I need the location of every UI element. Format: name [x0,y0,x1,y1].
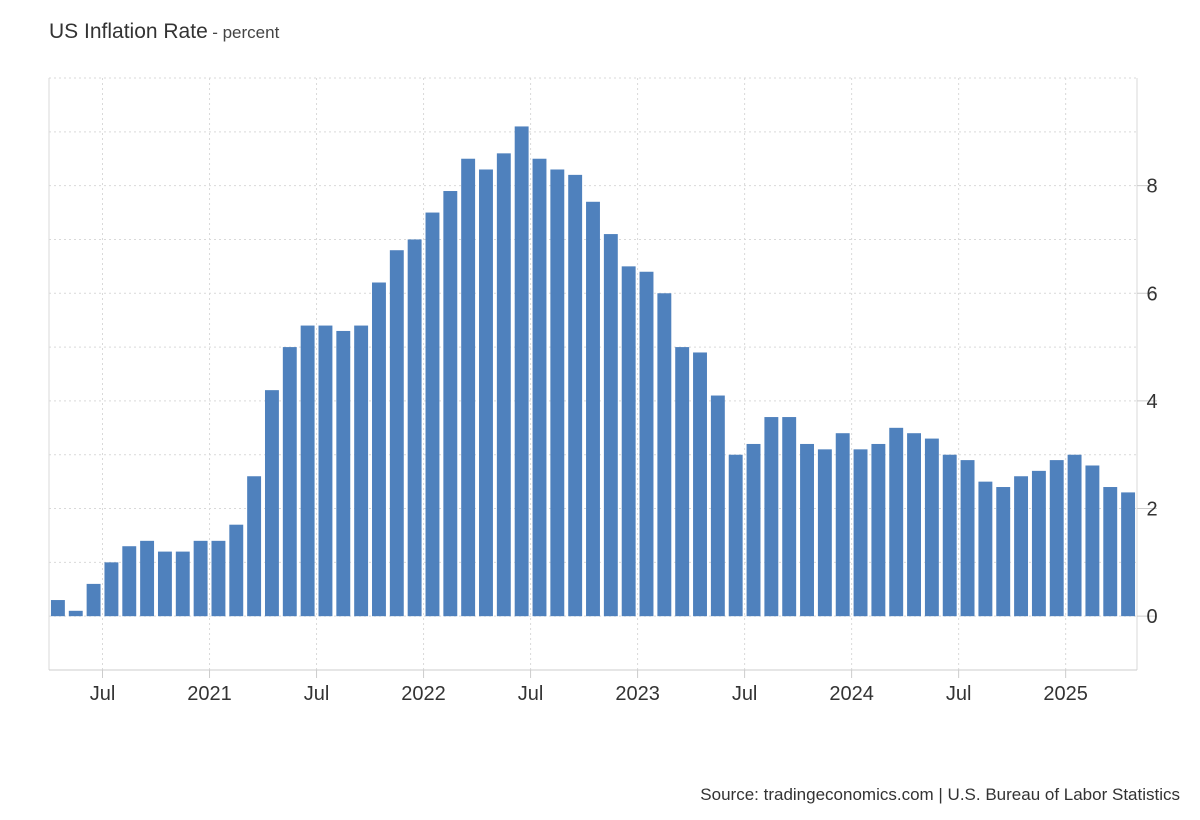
bar-2024-09[interactable] [996,487,1011,617]
bar-2023-06[interactable] [728,454,743,617]
x-tick-label: Jul [518,683,544,705]
bar-2021-02[interactable] [229,524,244,617]
bar-2023-02[interactable] [657,293,672,617]
bar-2022-02[interactable] [443,191,458,617]
chart-unit-label: - percent [212,23,280,42]
bar-2024-07[interactable] [960,460,975,617]
bar-2022-06[interactable] [514,126,529,617]
bar-2022-12[interactable] [621,266,636,617]
bar-2021-04[interactable] [264,390,279,617]
bars-layer [50,126,1136,617]
x-tick-label: Jul [732,683,758,705]
y-tick-label: 4 [1146,391,1157,413]
bar-2021-08[interactable] [336,330,351,617]
bar-2020-10[interactable] [157,551,172,617]
bar-2022-07[interactable] [532,158,547,617]
bar-2021-06[interactable] [300,325,315,617]
x-tick-label: Jul [90,683,116,705]
bar-2023-03[interactable] [675,347,690,617]
bar-2025-01[interactable] [1067,454,1082,617]
bar-2020-06[interactable] [86,583,101,617]
y-tick-label: 6 [1146,283,1157,305]
bar-2022-10[interactable] [586,201,600,617]
bar-2023-07[interactable] [746,443,761,617]
y-tick-label: 8 [1146,176,1157,198]
bar-2021-05[interactable] [282,347,297,617]
y-tick-label: 2 [1146,499,1157,521]
bar-2021-07[interactable] [318,325,333,617]
bar-2023-11[interactable] [817,449,832,617]
x-tick-label: Jul [946,683,972,705]
bar-2020-11[interactable] [175,551,190,617]
bar-2024-06[interactable] [942,454,957,617]
bar-2022-05[interactable] [496,153,511,617]
bar-2023-01[interactable] [639,271,654,617]
chart-title-text: US Inflation Rate [49,20,208,43]
bar-2024-05[interactable] [924,438,939,617]
bar-2022-09[interactable] [568,174,583,617]
bar-2024-11[interactable] [1031,470,1046,617]
bar-2023-04[interactable] [693,352,707,617]
bar-2022-01[interactable] [425,212,440,617]
bar-2024-02[interactable] [871,443,886,617]
x-tick-label: 2023 [615,683,660,705]
x-tick-label: 2022 [401,683,446,705]
bar-2020-12[interactable] [193,540,208,617]
bar-2020-04[interactable] [50,600,65,617]
bar-2021-11[interactable] [389,250,404,617]
bar-2021-09[interactable] [354,325,369,617]
bar-2022-11[interactable] [603,234,618,617]
bar-2024-01[interactable] [853,449,868,617]
bar-2021-01[interactable] [211,540,226,617]
bar-2024-04[interactable] [907,433,921,617]
bar-2020-07[interactable] [104,562,119,617]
bar-2021-12[interactable] [407,239,422,617]
chart-title: US Inflation Rate - percent [49,20,279,44]
x-tick-label: Jul [304,683,330,705]
bar-2025-02[interactable] [1085,465,1100,617]
bar-2020-05[interactable] [68,610,83,617]
bar-2024-03[interactable] [889,427,904,617]
bar-2025-04[interactable] [1121,492,1136,617]
source-note: Source: tradingeconomics.com | U.S. Bure… [700,785,1180,804]
y-tick-label: 0 [1146,606,1157,628]
bar-2022-08[interactable] [550,169,565,617]
bar-2020-08[interactable] [122,546,137,617]
x-tick-label: 2021 [187,683,232,705]
bar-2022-04[interactable] [479,169,493,617]
bar-2022-03[interactable] [461,158,476,617]
bar-2021-03[interactable] [247,476,262,617]
bar-2020-09[interactable] [140,540,155,617]
bar-2024-08[interactable] [978,481,993,617]
bar-2023-05[interactable] [710,395,725,617]
bar-2024-12[interactable] [1049,460,1064,617]
x-tick-label: 2024 [829,683,874,705]
axis-layer: Jul 2021 Jul 2022 Jul 2023 Jul 2024 Jul 2025 0 2 4 6 8 [49,176,1158,705]
bar-2023-10[interactable] [800,443,814,617]
bar-2023-08[interactable] [764,417,779,617]
bar-2023-12[interactable] [835,433,850,617]
bar-2024-10[interactable] [1014,476,1029,617]
bar-2023-09[interactable] [782,417,797,617]
bar-2021-10[interactable] [372,282,386,617]
x-tick-label: 2025 [1043,683,1088,705]
bar-2025-03[interactable] [1103,487,1118,617]
